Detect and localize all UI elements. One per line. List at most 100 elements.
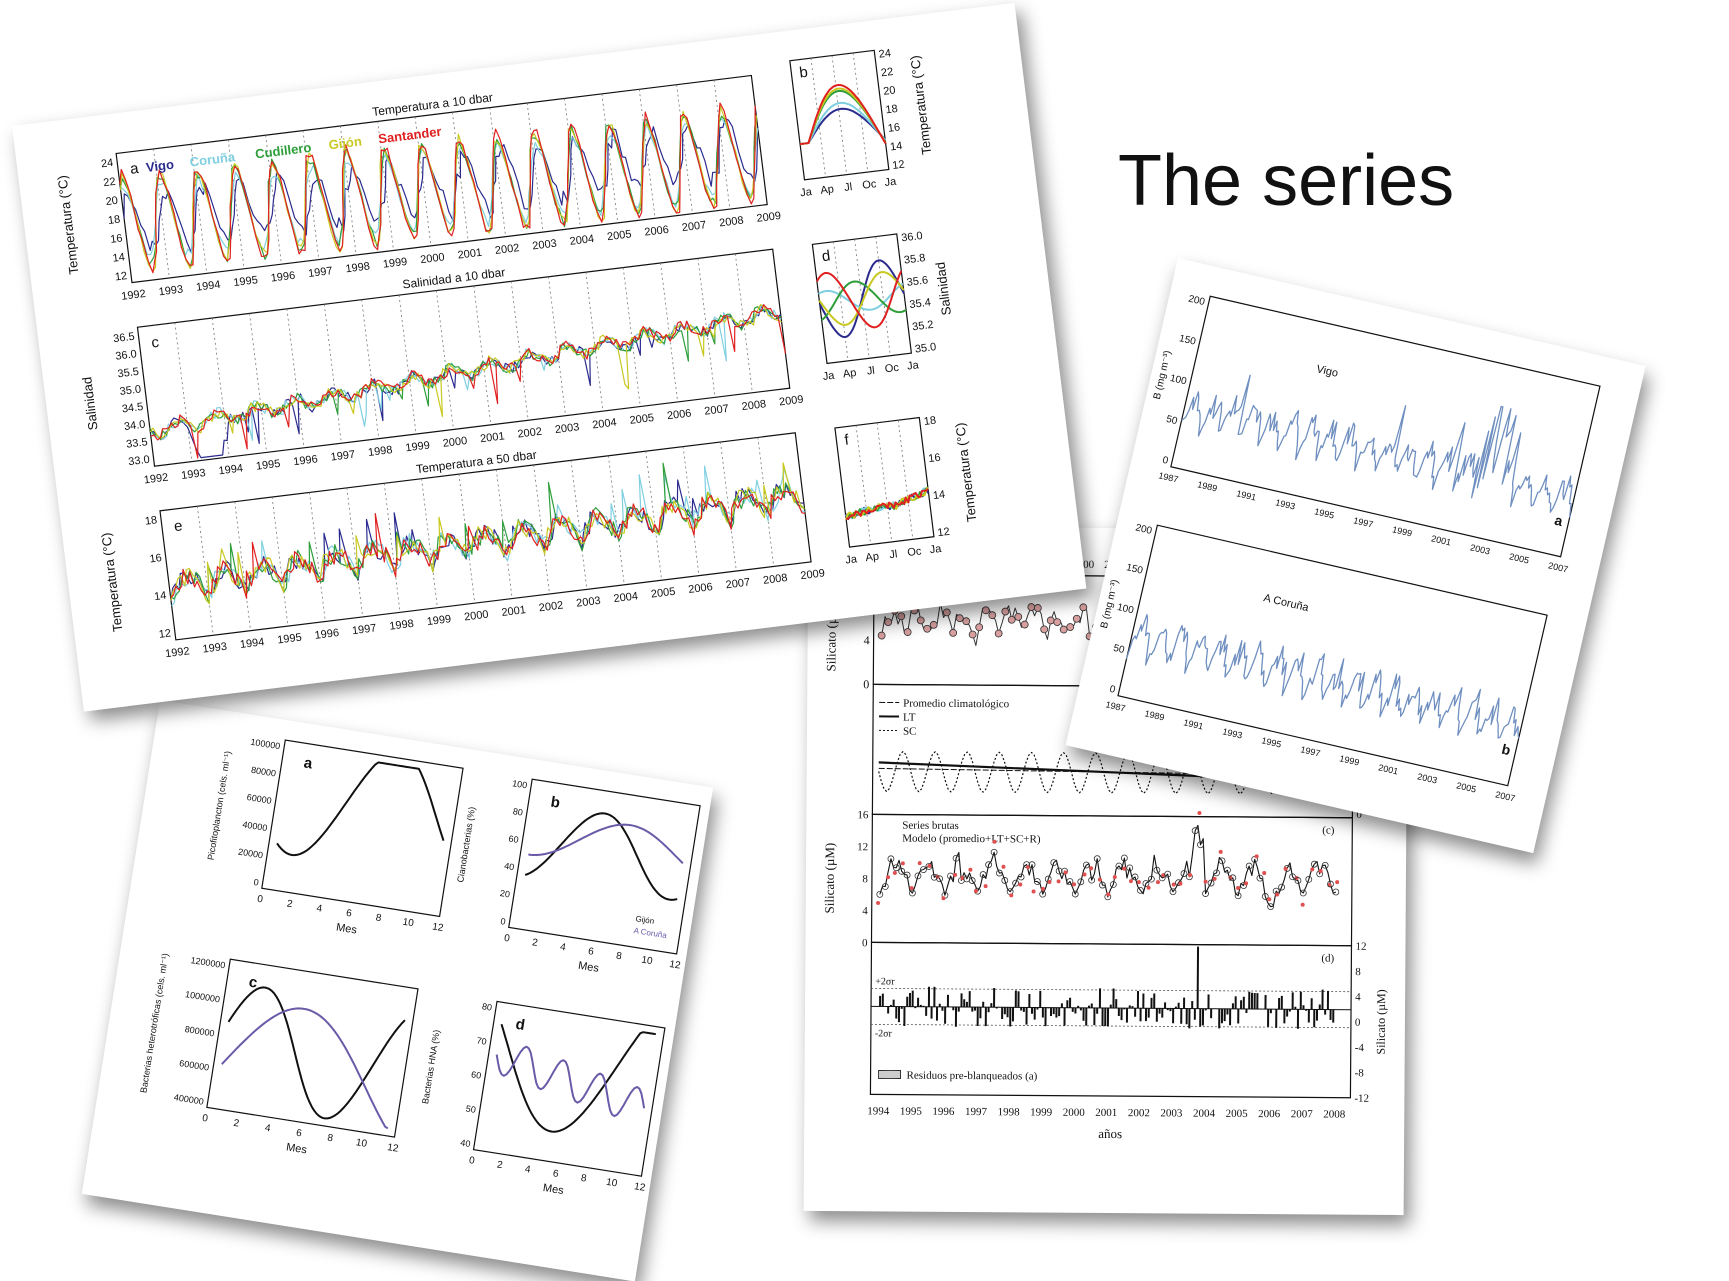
silicate-a-point [976, 624, 983, 631]
raw-point [1301, 903, 1305, 907]
residual-bar [1267, 1009, 1269, 1027]
biomass-panel-b: bA Coruña2001501005001987198919911993199… [1081, 518, 1557, 804]
residual-bar [1178, 1003, 1180, 1009]
year-xtick: 2008 [741, 398, 767, 413]
bacteria-ytick: 20 [499, 888, 510, 899]
residual-bar [1191, 1001, 1193, 1009]
month-xtick: 12 [633, 1181, 646, 1194]
residual-bar [1313, 1009, 1315, 1027]
residual-bar [898, 1007, 900, 1023]
biomass-year-xtick: 1999 [1338, 753, 1360, 767]
legend-entry: Series brutas [902, 820, 959, 832]
bacteria-ytick: 40 [460, 1138, 471, 1149]
bacteria-ytick: 1000000 [184, 989, 220, 1004]
silicate-a-point [1080, 604, 1087, 611]
silicate-a-point [878, 632, 885, 639]
panel-ytick: 36.0 [115, 348, 138, 363]
residual-bar [887, 1006, 889, 1013]
raw-point [1083, 873, 1087, 877]
panel-ytick: 12 [114, 270, 128, 283]
bacteria-ytick: 1200000 [190, 955, 226, 970]
panel-frame [1118, 525, 1547, 785]
bacteria-ytick: 60000 [246, 792, 272, 806]
side-ytick: 12 [937, 526, 951, 539]
month-xtick: Ap [865, 551, 880, 565]
silicate-year-xtick: 1998 [998, 1106, 1021, 1118]
silicate-a-point [1015, 613, 1022, 620]
x-axis-label: Mes [577, 960, 600, 975]
silicate-d-ytick: 8 [1355, 966, 1361, 978]
residual-bar [1093, 1008, 1095, 1025]
residual-bar [1229, 1009, 1231, 1025]
silicate-a-point [898, 613, 905, 620]
residual-bar [1007, 1007, 1009, 1017]
biomass-year-xtick: 1999 [1391, 524, 1413, 538]
panel-letter: (c) [1322, 825, 1335, 837]
x-axis-label: Mes [285, 1141, 308, 1156]
residual-bar [1226, 1009, 1228, 1015]
raw-point [1089, 866, 1093, 870]
residual-bar [979, 1007, 981, 1018]
biomass-year-xtick: 1993 [1222, 726, 1244, 740]
raw-point [1129, 879, 1133, 883]
month-xtick: 8 [615, 951, 623, 963]
month-xtick: Ja [906, 359, 920, 372]
silicate-year-xtick: 1997 [965, 1106, 988, 1118]
residual-bar [1207, 994, 1209, 1008]
panel-ytick: 34.5 [121, 401, 144, 416]
side-ytick: 16 [928, 452, 942, 465]
year-xtick: 1995 [233, 274, 259, 289]
residual-bar [1175, 1007, 1177, 1009]
residual-bar [958, 1007, 960, 1012]
residual-bar [1235, 996, 1237, 1009]
raw-point [1001, 865, 1005, 869]
y-axis-label: Cianobacterias (%) [455, 806, 477, 883]
month-xtick: 0 [201, 1113, 209, 1125]
panel-ytick: 16 [110, 232, 124, 245]
year-xtick: 1997 [308, 265, 334, 280]
panel-frame [207, 959, 418, 1137]
biomass-year-xtick: 1991 [1235, 488, 1257, 502]
residual-bar [1256, 993, 1258, 1009]
raw-point [1137, 880, 1141, 884]
year-xtick: 2006 [644, 224, 670, 239]
bacteria-ytick: 50 [465, 1103, 476, 1114]
silicate-a-point [1073, 615, 1080, 622]
residual-bar [1197, 947, 1199, 1009]
year-xtick: 2004 [569, 233, 595, 248]
residual-bar [1281, 996, 1283, 1009]
side-ytick: 35.0 [914, 341, 937, 356]
year-xtick: 1999 [426, 613, 452, 628]
bacteria-curve [528, 810, 687, 879]
year-xtick: 2007 [704, 403, 730, 418]
raw-point [1319, 869, 1323, 873]
year-xtick: 2000 [463, 609, 489, 624]
raw-point [1009, 893, 1013, 897]
biomass-year-xtick: 1989 [1144, 708, 1166, 722]
year-xtick: 2001 [501, 604, 527, 619]
series-line-Coruña [120, 104, 767, 274]
residual-bar [1305, 1009, 1307, 1010]
silicate-a-point [885, 619, 892, 626]
residual-bar [895, 1007, 897, 1019]
raw-point [1064, 870, 1068, 874]
month-xtick: Ja [884, 176, 898, 189]
residual-bar [1061, 1003, 1063, 1007]
residual-bar [1137, 991, 1139, 1008]
year-xtick: 2005 [650, 586, 676, 601]
year-gridline [399, 295, 416, 434]
residual-bar [1169, 1008, 1171, 1011]
biomass-year-xtick: 1997 [1352, 515, 1374, 529]
silicate-a-point [1060, 626, 1067, 633]
side-ytick: 35.4 [909, 297, 932, 312]
biomass-ytick: 0 [1161, 455, 1169, 467]
silicate-a-point [1034, 604, 1041, 611]
legend-entry: Promedio climatológico [903, 698, 1010, 711]
legend-entry: Gijón [635, 914, 655, 926]
residual-bar [920, 1005, 922, 1007]
x-axis-label: Mes [542, 1182, 565, 1197]
panel-ytick: 22 [103, 176, 117, 189]
year-xtick: 2004 [613, 590, 639, 605]
